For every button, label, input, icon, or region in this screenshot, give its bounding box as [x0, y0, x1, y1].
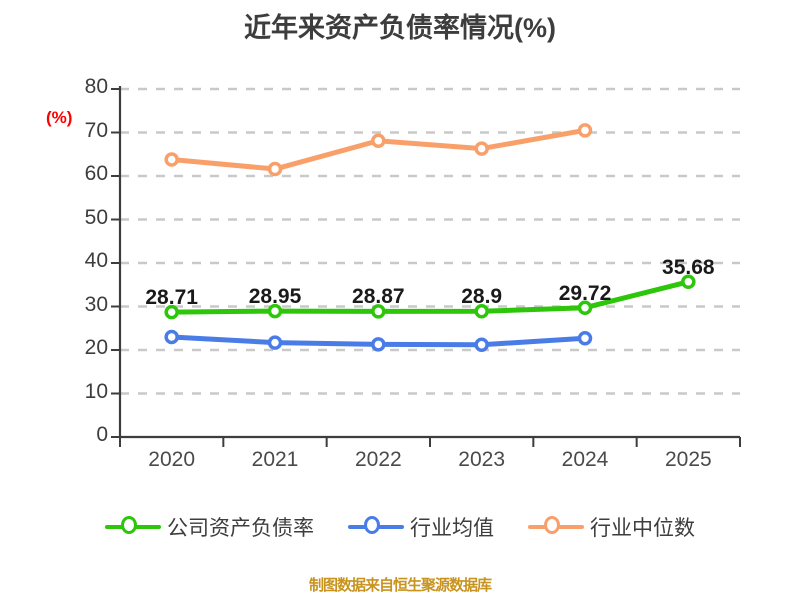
x-axis-tick-2025: 2025	[664, 448, 712, 471]
y-axis-tick-40: 40	[84, 249, 108, 272]
x-axis-tick-2022: 2022	[354, 448, 402, 471]
y-axis-unit-label: (%)	[46, 108, 73, 127]
data-label-2023: 28.9	[461, 285, 503, 309]
y-axis-tick-30: 30	[84, 292, 108, 316]
y-axis-tick-0: 0	[96, 423, 108, 446]
legend-label-industry-median: 行业中位数	[590, 517, 695, 540]
y-axis-tick-10: 10	[84, 379, 108, 403]
y-axis-tick-60: 60	[84, 162, 108, 185]
x-axis-tick-2020: 2020	[148, 448, 196, 471]
data-label-2022: 28.87	[352, 285, 405, 309]
legend-label-industry-mean: 行业均值	[410, 517, 494, 540]
legend-item-industry-mean[interactable]: 行业均值	[348, 512, 494, 542]
legend-swatch-industry-mean-icon	[348, 514, 404, 540]
data-label-2021: 28.95	[248, 285, 302, 309]
data-label-2020: 28.71	[145, 286, 198, 310]
y-axis-tick-20: 20	[84, 336, 108, 359]
x-axis-tick-2024: 2024	[561, 448, 609, 471]
footer-source-note: 制图数据来自恒生聚源数据库	[308, 577, 492, 594]
legend-item-company[interactable]: 公司资产负债率	[105, 512, 314, 542]
x-axis-tick-2023: 2023	[458, 448, 506, 471]
y-axis-tick-80: 80	[84, 75, 108, 98]
data-label-2024: 29.72	[558, 281, 612, 305]
legend-item-industry-median[interactable]: 行业中位数	[528, 512, 695, 542]
chart-legend: 公司资产负债率 行业均值 行业中位数	[0, 512, 800, 542]
legend-swatch-industry-median-icon	[528, 514, 584, 540]
chart-title: 近年来资产负债率情况(%)	[244, 13, 556, 43]
y-axis-tick-70: 70	[84, 118, 108, 142]
legend-label-company: 公司资产负债率	[167, 517, 314, 540]
legend-swatch-company-icon	[105, 514, 161, 540]
y-axis-tick-50: 50	[84, 205, 108, 229]
data-label-2025: 35.68	[662, 255, 715, 279]
x-axis-tick-2021: 2021	[251, 448, 299, 471]
